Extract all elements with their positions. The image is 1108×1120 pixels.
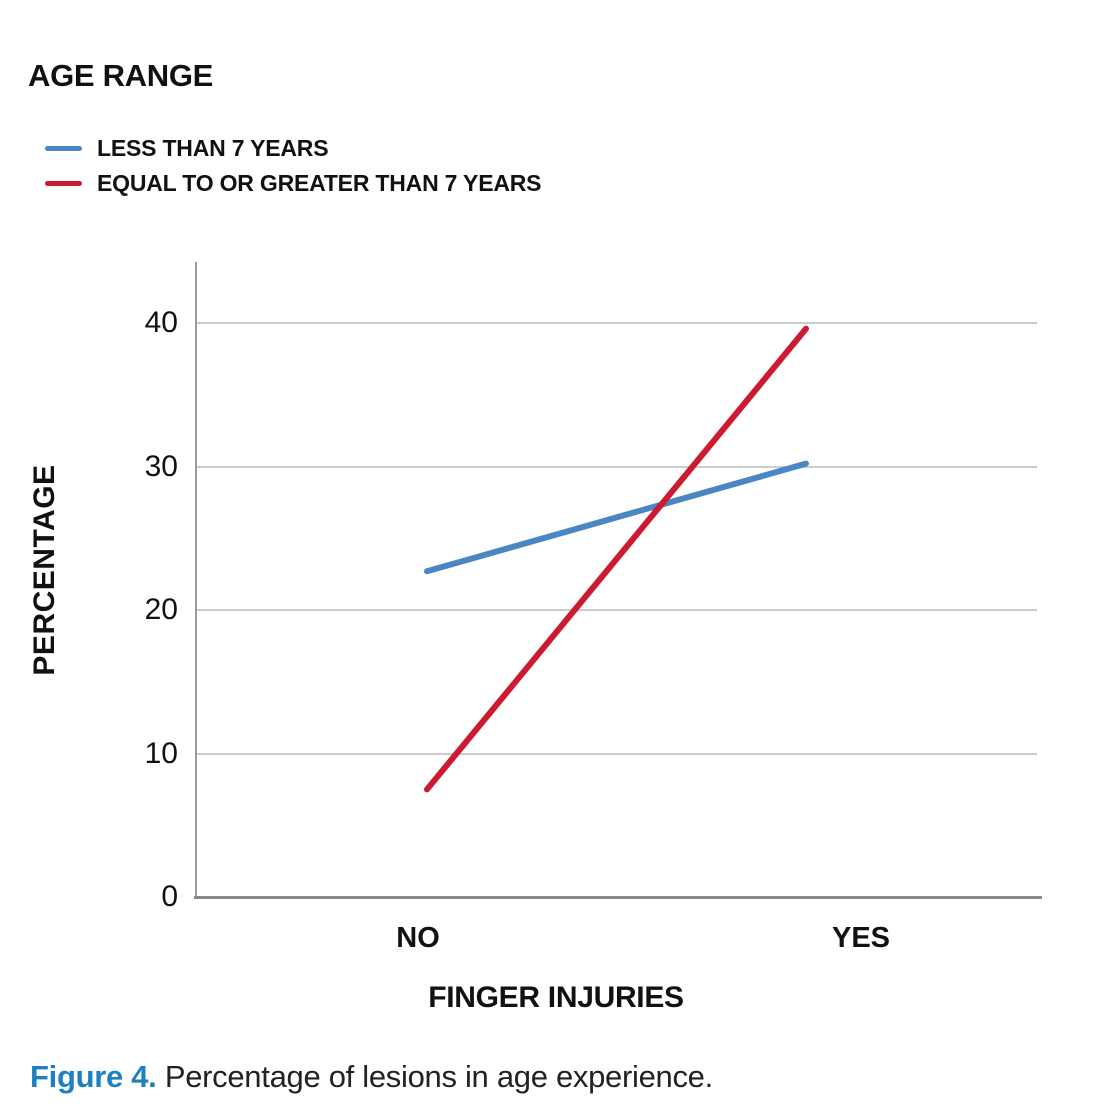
y-tick-label: 10 — [144, 736, 178, 770]
gridline — [195, 609, 1037, 611]
series-line-1 — [424, 325, 809, 793]
x-axis-line — [194, 896, 1042, 899]
x-tick-label: NO — [396, 922, 440, 954]
legend-item-label: LESS THAN 7 YEARS — [97, 134, 329, 161]
chart-legend: LESS THAN 7 YEARS EQUAL TO OR GREATER TH… — [45, 132, 541, 202]
y-tick-label: 30 — [144, 449, 178, 483]
y-tick-label: 40 — [144, 306, 178, 339]
gridline — [195, 322, 1037, 324]
y-axis-line — [195, 262, 197, 899]
legend-title: AGE RANGE — [28, 58, 214, 93]
y-tick-label: 20 — [144, 593, 178, 626]
gridline — [195, 465, 1037, 468]
x-tick-label: YES — [831, 922, 891, 954]
series-line-0 — [424, 460, 809, 575]
legend-item: LESS THAN 7 YEARS — [45, 132, 541, 164]
figure-caption: Figure 4. Percentage of lesions in age e… — [30, 1059, 713, 1095]
x-axis-title: FINGER INJURIES — [428, 981, 684, 1014]
legend-item: EQUAL TO OR GREATER THAN 7 YEARS — [45, 167, 541, 199]
gridline — [195, 752, 1037, 755]
legend-line-swatch-gte-7 — [45, 180, 82, 186]
legend-item-label: EQUAL TO OR GREATER THAN 7 YEARS — [97, 169, 542, 196]
figure-caption-prefix: Figure 4. — [30, 1059, 157, 1094]
y-tick-label: 0 — [161, 880, 178, 913]
figure-caption-text: Percentage of lesions in age experience. — [164, 1059, 713, 1094]
legend-line-swatch-less-than-7 — [45, 145, 82, 151]
